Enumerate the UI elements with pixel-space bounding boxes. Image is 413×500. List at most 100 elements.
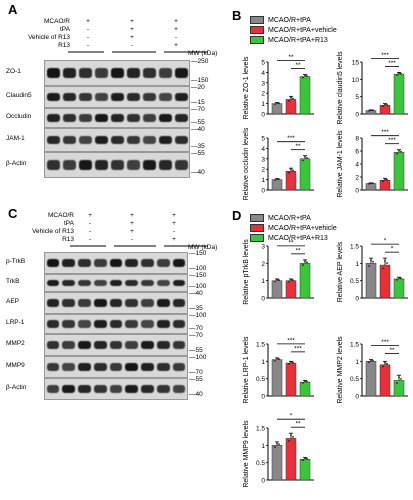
bar	[299, 76, 311, 115]
data-point	[290, 278, 292, 281]
mw-title-c: MW (kDa)	[188, 244, 218, 251]
panel-label-b: B	[232, 8, 242, 23]
condition-sign: -	[130, 236, 134, 243]
blot-band	[141, 320, 154, 328]
blot-image	[44, 314, 188, 334]
blot-band	[62, 93, 76, 101]
data-point	[288, 280, 290, 283]
condition-sign: +	[174, 42, 178, 49]
y-axis-label: Relative JAM-1 levels	[337, 130, 344, 198]
legend-swatch	[250, 16, 264, 25]
blot-band	[126, 114, 140, 122]
condition-label: R13	[58, 42, 70, 49]
condition-sign: -	[86, 26, 90, 33]
blot-band	[109, 341, 123, 349]
data-point	[276, 178, 278, 180]
blot-band	[126, 160, 140, 170]
group-underlines	[70, 245, 208, 247]
data-point	[368, 265, 370, 267]
blot-band	[94, 135, 108, 145]
blot-band	[78, 135, 92, 145]
blot-band	[141, 363, 154, 371]
data-point	[400, 150, 402, 153]
bar	[271, 280, 283, 299]
blot-band	[46, 363, 60, 371]
significance-label: *	[391, 246, 394, 253]
data-point	[288, 363, 290, 365]
blot-row-label: MMP9	[6, 362, 25, 369]
condition-sign: +	[172, 220, 176, 227]
y-tick-label: 1	[261, 101, 265, 108]
data-point	[302, 76, 304, 79]
bar	[365, 183, 377, 191]
data-point	[278, 443, 280, 446]
y-tick-label: 2	[261, 91, 265, 98]
blot-band	[62, 279, 76, 287]
bar	[285, 362, 297, 397]
data-point	[306, 75, 308, 77]
panel-label-a: A	[8, 2, 18, 17]
blot-band	[62, 385, 76, 393]
data-point	[372, 260, 374, 263]
data-point	[274, 280, 276, 283]
blot-band	[109, 299, 123, 307]
data-point	[274, 179, 276, 182]
bar	[393, 73, 405, 115]
blot-band	[172, 341, 186, 349]
blot-band	[142, 68, 156, 78]
blot-band	[110, 160, 124, 170]
bar	[285, 171, 297, 191]
blot-band	[46, 259, 60, 267]
condition-sign: -	[86, 34, 90, 41]
data-point	[372, 182, 374, 185]
y-tick-label: 0	[261, 478, 265, 485]
y-tick-label: 4	[355, 162, 359, 169]
data-point	[278, 358, 280, 360]
condition-sign: +	[86, 18, 90, 25]
blot-band	[125, 341, 139, 349]
blot-band	[109, 363, 123, 371]
bar	[299, 458, 311, 481]
condition-sign: +	[130, 26, 134, 33]
condition-sign: +	[172, 212, 176, 219]
data-point	[368, 361, 370, 364]
mw-marker: —70	[191, 106, 205, 113]
data-point	[370, 259, 372, 262]
blot-image	[44, 334, 188, 356]
data-point	[278, 178, 280, 181]
data-point	[292, 435, 294, 438]
blot-band	[174, 160, 188, 170]
blot-row-label: β-Actin	[6, 160, 27, 167]
legend-item: MCAO/R+tPA+R13	[250, 234, 328, 243]
mw-marker: —55	[191, 119, 205, 126]
y-tick-label: 2	[355, 175, 359, 182]
blot-image	[44, 274, 188, 292]
data-point	[278, 279, 280, 282]
data-point	[370, 109, 372, 112]
y-tick-label: 3	[261, 156, 265, 163]
data-point	[382, 267, 384, 270]
legend-label: MCAO/R+tPA	[268, 215, 311, 222]
y-tick-label: 4	[261, 70, 265, 77]
blot-band	[110, 68, 124, 78]
data-point	[396, 382, 398, 384]
data-point	[304, 380, 306, 382]
data-point	[384, 178, 386, 180]
data-point	[302, 159, 304, 162]
blot-band	[78, 385, 91, 393]
blot-band	[62, 320, 76, 328]
legend-item: MCAO/R+tPA+vehicle	[250, 224, 337, 233]
significance-label: ***	[388, 60, 396, 67]
significance-label: ***	[287, 135, 295, 142]
blot-band	[156, 385, 170, 393]
data-point	[368, 109, 370, 112]
condition-sign: -	[88, 236, 92, 243]
blot-band	[142, 160, 156, 170]
mw-marker: —100	[189, 283, 207, 290]
bar	[271, 445, 283, 481]
blot-band	[93, 385, 107, 393]
bar	[299, 263, 311, 299]
blot-band	[46, 114, 60, 122]
data-point	[290, 96, 292, 99]
legend-label: MCAO/R+tPA+R13	[268, 37, 328, 44]
